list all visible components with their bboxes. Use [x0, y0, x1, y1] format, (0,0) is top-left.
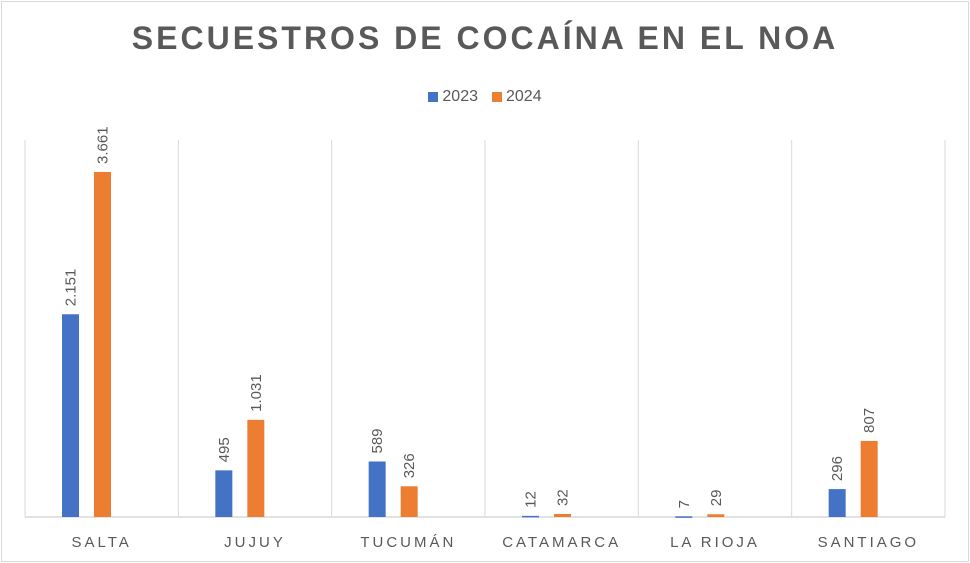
bar-2024: [554, 513, 571, 517]
bar-2023: [675, 516, 693, 518]
bar-2024: [707, 514, 725, 517]
x-tick-label: LA RIOJA: [670, 534, 760, 551]
legend-label-2024: 2024: [506, 88, 542, 105]
x-tick-label: TUCUMÁN: [360, 534, 456, 551]
data-label: 32: [555, 489, 572, 506]
data-label: 1.031: [248, 374, 265, 412]
legend-swatch-2023: [428, 92, 439, 102]
data-label: 3.661: [95, 126, 112, 164]
bar-2024: [94, 171, 111, 517]
data-label: 7: [676, 500, 693, 508]
x-tick-label: CATAMARCA: [502, 534, 621, 551]
legend-label-2023: 2023: [442, 88, 478, 105]
bar-2023: [368, 461, 386, 517]
bar-2024: [400, 486, 418, 517]
data-label: 2.151: [63, 269, 80, 307]
x-tick-label: JUJUY: [224, 534, 286, 551]
x-tick-label: SALTA: [72, 534, 132, 551]
data-label: 12: [523, 491, 540, 508]
bar-2023: [62, 314, 79, 517]
bar-2023: [828, 489, 846, 517]
chart-title: SECUESTROS DE COCAÍNA EN EL NOA: [131, 20, 839, 56]
bar-2023: [522, 515, 539, 518]
legend-item-2024: 2024: [492, 88, 542, 106]
data-label: 326: [401, 453, 418, 478]
data-label: 495: [216, 437, 233, 462]
bar-2024: [860, 440, 878, 517]
legend-item-2023: 2023: [428, 88, 478, 106]
data-label: 807: [861, 408, 878, 433]
x-tick-label: SANTIAGO: [818, 534, 920, 551]
bar-2024: [247, 419, 265, 517]
legend: 2023 2024: [0, 88, 970, 106]
bar-2023: [215, 470, 233, 517]
data-label: 29: [708, 490, 725, 507]
data-label: 296: [829, 456, 846, 481]
legend-swatch-2024: [492, 92, 502, 102]
data-label: 589: [369, 428, 386, 453]
